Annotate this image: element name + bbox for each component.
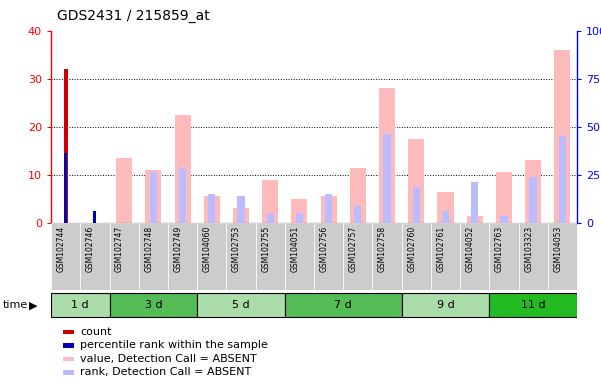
Text: GSM104052: GSM104052 [466, 226, 475, 272]
Bar [460, 223, 489, 290]
Text: GSM103323: GSM103323 [524, 226, 533, 272]
Bar [237, 196, 245, 223]
Bar [431, 223, 460, 290]
Bar [354, 206, 361, 223]
Text: GSM104053: GSM104053 [554, 226, 563, 273]
Bar [314, 223, 343, 290]
Text: 11 d: 11 d [521, 300, 546, 310]
Bar [145, 170, 162, 223]
Bar [466, 215, 483, 223]
Bar [227, 223, 255, 290]
Bar [285, 293, 401, 317]
Bar [325, 194, 332, 223]
Bar [413, 187, 420, 223]
Text: 3 d: 3 d [144, 300, 162, 310]
Bar [93, 211, 96, 223]
Bar [554, 50, 570, 223]
Bar [233, 208, 249, 223]
Bar [500, 215, 508, 223]
Bar [496, 172, 512, 223]
Bar [179, 167, 186, 223]
Bar [519, 223, 548, 290]
Bar [442, 211, 449, 223]
Text: GSM102744: GSM102744 [56, 226, 66, 272]
Bar [51, 293, 109, 317]
Text: GSM102757: GSM102757 [349, 226, 358, 272]
Bar [109, 293, 197, 317]
Bar [51, 223, 81, 290]
Text: GSM102753: GSM102753 [232, 226, 241, 272]
Text: time: time [3, 300, 28, 310]
Bar [401, 293, 489, 317]
Bar [285, 223, 314, 290]
Bar [139, 223, 168, 290]
Bar [81, 223, 109, 290]
Bar [197, 293, 285, 317]
Bar [320, 196, 337, 223]
Text: value, Detection Call = ABSENT: value, Detection Call = ABSENT [80, 354, 257, 364]
Text: GSM102761: GSM102761 [436, 226, 445, 272]
Text: percentile rank within the sample: percentile rank within the sample [80, 341, 268, 351]
Bar [150, 172, 157, 223]
Bar [255, 223, 285, 290]
Text: count: count [80, 327, 111, 337]
Bar [525, 161, 541, 223]
Bar [262, 180, 278, 223]
Bar [529, 177, 537, 223]
Bar [197, 223, 227, 290]
Text: GSM102747: GSM102747 [115, 226, 124, 272]
Bar [64, 153, 67, 223]
Bar [471, 182, 478, 223]
Bar [204, 196, 220, 223]
Bar [373, 223, 401, 290]
Text: 9 d: 9 d [436, 300, 454, 310]
Bar [343, 223, 373, 290]
Text: GSM102760: GSM102760 [407, 226, 416, 272]
Text: GSM102758: GSM102758 [378, 226, 387, 272]
Bar [296, 213, 303, 223]
Bar [438, 192, 454, 223]
Bar [116, 158, 132, 223]
Bar [208, 194, 215, 223]
Bar [559, 136, 566, 223]
Text: GSM104060: GSM104060 [203, 226, 212, 273]
Text: rank, Detection Call = ABSENT: rank, Detection Call = ABSENT [80, 367, 251, 377]
Bar [408, 139, 424, 223]
Text: GSM102749: GSM102749 [174, 226, 183, 272]
Text: GSM102756: GSM102756 [320, 226, 329, 272]
Text: 5 d: 5 d [232, 300, 250, 310]
Bar [291, 199, 308, 223]
Bar [401, 223, 431, 290]
Text: GSM102755: GSM102755 [261, 226, 270, 272]
Text: ▶: ▶ [29, 300, 37, 310]
Text: GSM102763: GSM102763 [495, 226, 504, 272]
Bar [168, 223, 197, 290]
Text: 1 d: 1 d [72, 300, 89, 310]
Bar [383, 134, 391, 223]
Bar [350, 167, 366, 223]
Bar [379, 88, 395, 223]
Text: GSM102746: GSM102746 [86, 226, 95, 272]
Text: GSM104051: GSM104051 [290, 226, 299, 272]
Bar [548, 223, 577, 290]
Bar [489, 223, 519, 290]
Bar [64, 69, 67, 223]
Bar [267, 213, 274, 223]
Bar [489, 293, 577, 317]
Text: GSM102748: GSM102748 [144, 226, 153, 272]
Text: 7 d: 7 d [334, 300, 352, 310]
Bar [174, 115, 191, 223]
Text: GDS2431 / 215859_at: GDS2431 / 215859_at [57, 9, 210, 23]
Bar [109, 223, 139, 290]
